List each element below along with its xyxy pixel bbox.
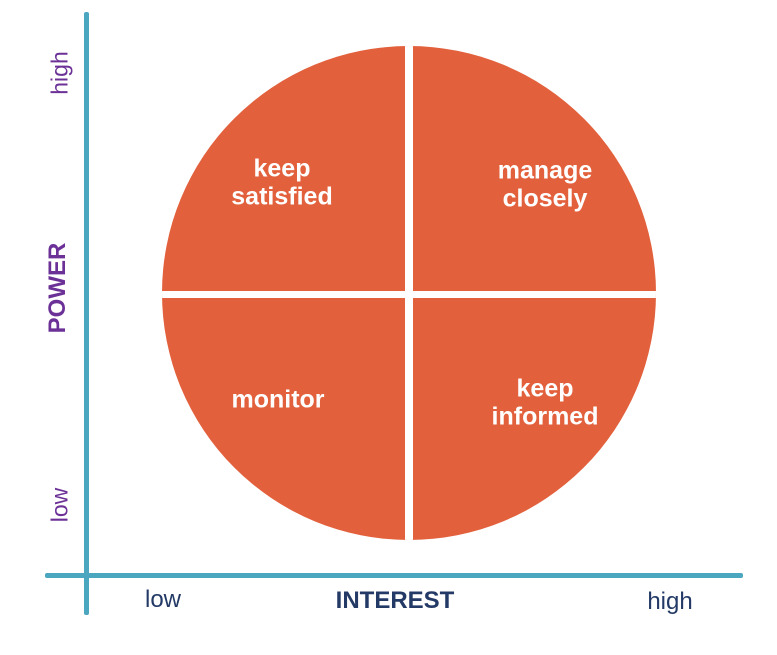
y-axis-low-label: low bbox=[46, 487, 73, 523]
quadrant-label-keep-informed: keep informed bbox=[491, 374, 599, 430]
y-axis-title: POWER bbox=[44, 242, 71, 334]
x-axis-title: INTEREST bbox=[335, 587, 455, 614]
y-axis-high-label: high bbox=[46, 51, 73, 95]
quadrant-label-monitor: monitor bbox=[231, 385, 325, 414]
x-axis-low-label: low bbox=[144, 586, 182, 613]
power-axis-line bbox=[84, 12, 89, 615]
quadrant-circle bbox=[162, 46, 656, 540]
quadrant-label-keep-satisfied: keep satisfied bbox=[231, 154, 333, 210]
interest-axis-line bbox=[45, 573, 743, 578]
x-axis-high-label: high bbox=[647, 588, 693, 615]
quadrant-label-manage-closely: manage closely bbox=[497, 156, 593, 212]
horizontal-divider bbox=[162, 291, 656, 298]
